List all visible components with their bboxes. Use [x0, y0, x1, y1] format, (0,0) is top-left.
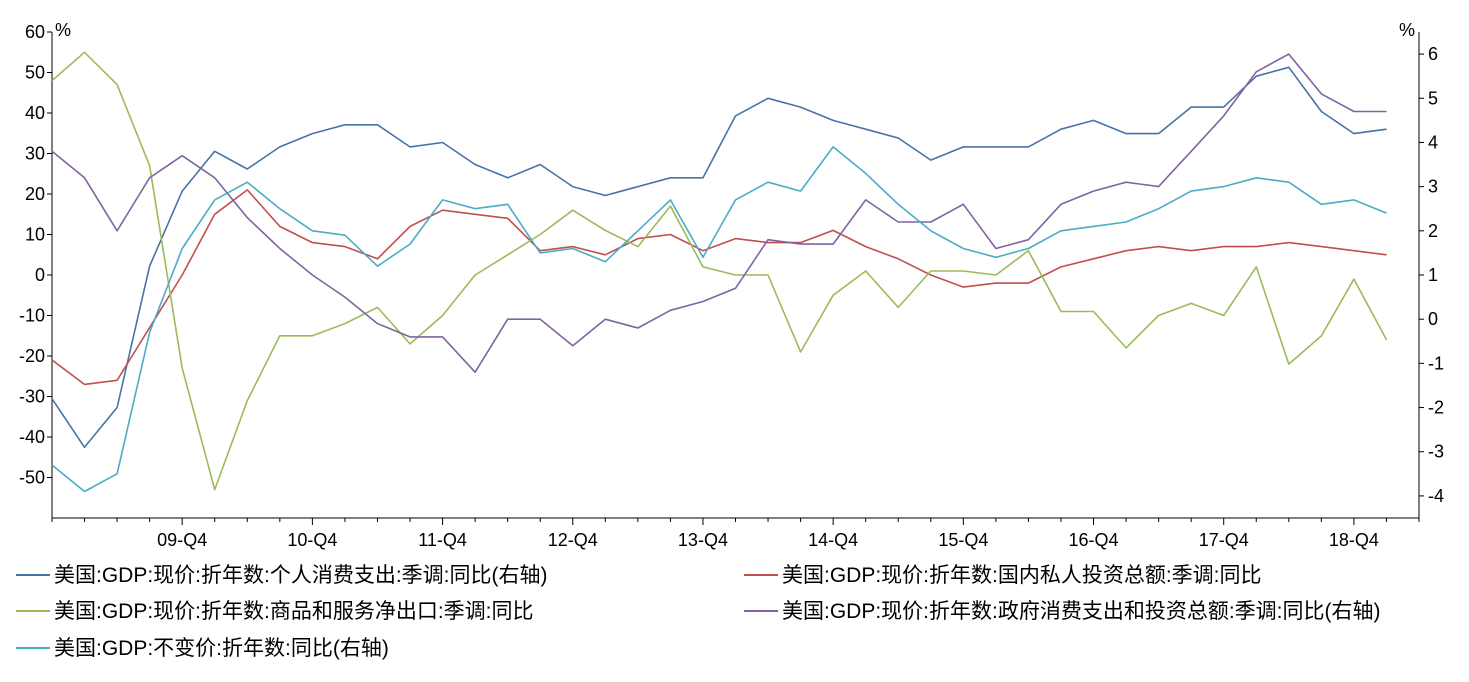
x-tick-label: 11-Q4: [418, 530, 467, 550]
x-tick-label: 15-Q4: [938, 530, 988, 550]
left-tick-label: 0: [35, 265, 45, 285]
left-axis-unit: %: [55, 20, 71, 40]
left-tick-label: -20: [19, 346, 45, 366]
legend-item-3: 美国:GDP:现价:折年数:商品和服务净出口:季调:同比: [16, 600, 534, 623]
legend-label: 美国:GDP:现价:折年数:政府消费支出和投资总额:季调:同比(右轴): [782, 600, 1381, 623]
left-tick-label: -10: [19, 306, 45, 326]
series-line-4: [51, 53, 1387, 374]
right-tick-label: -2: [1428, 398, 1444, 418]
x-tick-label: 13-Q4: [678, 530, 728, 550]
left-tick-label: -30: [19, 387, 45, 407]
x-tick-label: 16-Q4: [1069, 530, 1119, 550]
left-tick-label: 40: [25, 103, 45, 123]
legend-label: 美国:GDP:现价:折年数:商品和服务净出口:季调:同比: [54, 600, 534, 623]
legend-item-1: 美国:GDP:现价:折年数:个人消费支出:季调:同比(右轴): [16, 564, 548, 587]
right-tick-labels: 6 5 4 3 2 1 0 -1 -2 -3 -4: [1419, 44, 1444, 506]
right-axis-unit-label: %: [1399, 20, 1415, 40]
right-axis-unit: %: [1399, 20, 1415, 40]
legend: 美国:GDP:现价:折年数:个人消费支出:季调:同比(右轴) 美国:GDP:现价:…: [16, 564, 1381, 660]
x-tick-label: 09-Q4: [157, 530, 207, 550]
right-tick-label: 2: [1428, 221, 1438, 241]
left-tick-label: 50: [25, 63, 45, 83]
legend-label: 美国:GDP:不变价:折年数:同比(右轴): [54, 637, 389, 660]
right-tick-label: 5: [1428, 88, 1438, 108]
x-tick-label: 14-Q4: [808, 530, 858, 550]
x-tick-labels: 09-Q4 10-Q4 11-Q4 12-Q4 13-Q4 14-Q4 15-Q4 16-Q4…: [51, 518, 1420, 550]
series-lines: [51, 51, 1388, 493]
right-tick-label: -1: [1428, 353, 1444, 373]
right-tick-label: -3: [1428, 442, 1444, 462]
left-tick-labels: 60 50 40 30 20 10 0 -10 -20 -30 -40 -50: [19, 22, 52, 488]
right-tick-label: -4: [1428, 486, 1444, 506]
right-tick-label: 6: [1428, 44, 1438, 64]
left-tick-label: -50: [19, 468, 45, 488]
x-tick-label: 12-Q4: [548, 530, 598, 550]
x-tick-label: 10-Q4: [287, 530, 337, 550]
legend-item-5: 美国:GDP:不变价:折年数:同比(右轴): [16, 637, 389, 660]
left-tick-label: 60: [25, 22, 45, 42]
right-tick-label: 1: [1428, 265, 1438, 285]
legend-item-2: 美国:GDP:现价:折年数:国内私人投资总额:季调:同比: [744, 564, 1262, 587]
left-tick-label: 10: [25, 225, 45, 245]
legend-label: 美国:GDP:现价:折年数:国内私人投资总额:季调:同比: [782, 564, 1262, 587]
right-tick-label: 3: [1428, 177, 1438, 197]
series-line-5: [51, 146, 1387, 493]
series-line-1: [51, 66, 1387, 449]
left-tick-label: 20: [25, 184, 45, 204]
x-tick-label: 17-Q4: [1199, 530, 1249, 550]
x-tick-label: 18-Q4: [1329, 530, 1379, 550]
right-tick-label: 0: [1428, 309, 1438, 329]
right-tick-label: 4: [1428, 132, 1438, 152]
series-line-2: [51, 189, 1387, 386]
left-tick-label: -40: [19, 427, 45, 447]
left-tick-label: 30: [25, 144, 45, 164]
left-axis-unit-label: %: [55, 20, 71, 40]
legend-label: 美国:GDP:现价:折年数:个人消费支出:季调:同比(右轴): [54, 564, 548, 587]
legend-item-4: 美国:GDP:现价:折年数:政府消费支出和投资总额:季调:同比(右轴): [744, 600, 1381, 623]
series-line-3: [51, 51, 1388, 491]
